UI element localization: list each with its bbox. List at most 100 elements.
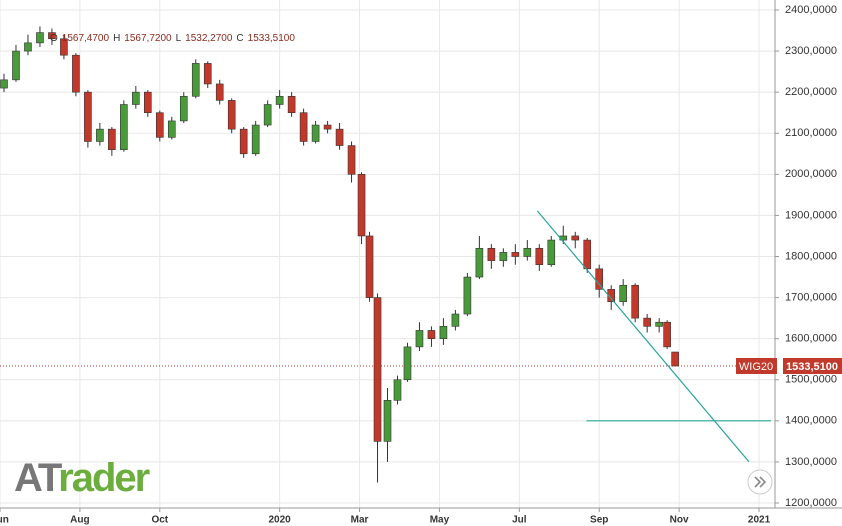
y-tick-label: 1200,0000: [785, 497, 837, 509]
candle-body: [335, 128, 344, 146]
candle-body: [96, 128, 104, 142]
y-tick-label: 1400,0000: [785, 415, 837, 427]
candle-body: [132, 91, 140, 105]
y-tick-label: 2300,0000: [785, 45, 837, 57]
price-tag: [783, 357, 842, 374]
logo: ATrader: [14, 456, 150, 500]
candle-body: [571, 235, 580, 241]
candle-body: [60, 38, 68, 56]
candle-body: [427, 330, 436, 339]
candle-body: [643, 317, 651, 327]
y-tick-label: 1800,0000: [785, 250, 837, 262]
candle-body: [663, 321, 671, 348]
ohlc-key: L: [176, 33, 182, 44]
candle-body: [311, 124, 320, 142]
candle-body: [215, 83, 224, 101]
candle-body: [24, 42, 32, 52]
candle-body: [275, 95, 284, 105]
candle-body: [203, 63, 212, 85]
trend-line: [536, 210, 750, 463]
ohlc-key: O: [50, 33, 58, 44]
candle-body: [167, 120, 176, 138]
candle-body: [511, 252, 520, 257]
candle-body: [365, 235, 374, 298]
candle-body: [415, 330, 424, 348]
candle-body: [251, 124, 260, 155]
candle-body: [179, 95, 188, 122]
x-tick-label: Aug: [70, 515, 89, 526]
candle-body: [607, 289, 616, 302]
logo-a: AT: [14, 456, 62, 500]
y-tick-label: 2000,0000: [785, 168, 837, 180]
candle-body: [144, 91, 152, 114]
y-tick-label: 1900,0000: [785, 209, 837, 221]
scroll-icon[interactable]: [754, 476, 767, 488]
x-tick-label: Sep: [590, 515, 608, 526]
candle-body: [671, 351, 679, 367]
candle-body: [393, 379, 402, 401]
y-tick-label: 2400,0000: [785, 4, 837, 16]
candle-body: [263, 104, 272, 126]
x-tick-label: May: [430, 515, 450, 526]
candle-body: [475, 247, 484, 278]
x-tick-label: 2020: [269, 515, 292, 526]
candle-body: [383, 399, 392, 442]
ohlc-value: 1567,7200: [124, 33, 172, 44]
y-tick-label: 1600,0000: [785, 333, 837, 345]
candle-body: [373, 297, 382, 442]
candle-body: [403, 346, 412, 381]
candle-body: [619, 284, 627, 302]
candle-body: [595, 268, 604, 290]
candle-body: [583, 239, 592, 270]
y-tick-label: 2100,0000: [785, 127, 837, 139]
candle-body: [36, 32, 44, 44]
candle-body: [439, 326, 448, 339]
candle-body: [120, 104, 128, 150]
candle-body: [451, 313, 460, 327]
ohlc-value: 1533,5100: [248, 33, 296, 44]
ohlc-value: 1532,2700: [185, 33, 233, 44]
y-tick-label: 1500,0000: [785, 374, 837, 386]
candle-body: [12, 50, 20, 81]
price-label: 1533,5100: [786, 361, 838, 373]
candle-body: [0, 79, 8, 89]
scroll-button[interactable]: [747, 469, 773, 495]
candle-body: [655, 321, 663, 327]
candle-body: [108, 128, 116, 150]
x-tick-label: Oct: [151, 515, 168, 526]
candle-body: [72, 54, 80, 93]
candle-body: [347, 145, 356, 175]
y-tick-label: 2200,0000: [785, 86, 837, 98]
symbol-tag: [736, 357, 777, 374]
candle-body: [155, 112, 164, 138]
ohlc-value: 1567,4700: [62, 33, 110, 44]
x-tick-label: Mar: [351, 515, 369, 526]
ohlc-key: H: [113, 33, 120, 44]
x-tick-label: Jun: [0, 515, 9, 526]
candle-body: [547, 239, 556, 266]
symbol-label: WIG20: [739, 361, 773, 373]
candle-body: [499, 252, 508, 261]
x-tick-label: Jul: [512, 515, 527, 526]
candle-body: [463, 276, 472, 315]
ohlc-legend: O 1567,4700 H 1567,7200 L 1532,2700 C 1533,5100: [50, 33, 295, 44]
logo-b: rader: [58, 456, 149, 500]
candle-body: [631, 284, 639, 319]
candle-body: [523, 247, 532, 257]
x-tick-label: 2021: [748, 515, 771, 526]
candle-body: [287, 95, 296, 114]
candle-body: [84, 91, 92, 142]
y-tick-label: 1300,0000: [785, 456, 837, 468]
candle-body: [48, 32, 56, 40]
x-tick-label: Nov: [670, 515, 689, 526]
candle-body: [357, 174, 366, 237]
y-tick-label: 1700,0000: [785, 291, 837, 303]
candle-body: [535, 247, 544, 266]
candle-body: [323, 124, 332, 130]
candle-body: [487, 247, 496, 261]
candle-body: [239, 128, 248, 155]
ohlc-key: C: [236, 33, 243, 44]
candle-body: [299, 112, 308, 142]
